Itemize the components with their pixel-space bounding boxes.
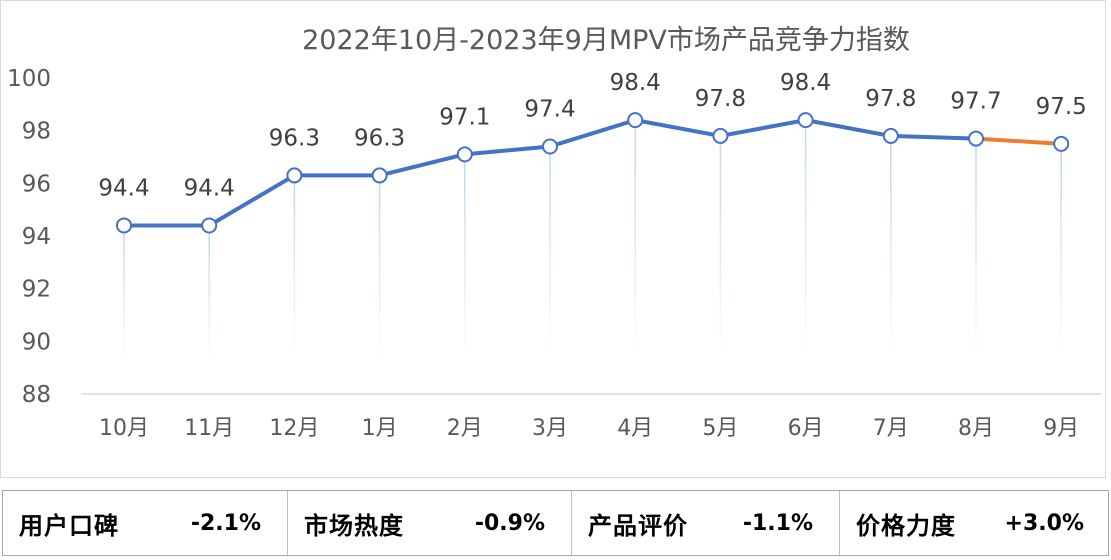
data-label: 97.8 bbox=[695, 86, 746, 112]
data-point bbox=[712, 127, 729, 144]
series-line-last-segment bbox=[974, 136, 1064, 146]
drop-line bbox=[890, 135, 892, 361]
data-point bbox=[201, 217, 218, 234]
data-point bbox=[456, 146, 473, 163]
drop-line bbox=[975, 138, 977, 361]
data-label: 94.4 bbox=[98, 175, 149, 201]
line-chart: 2022年10月-2023年9月MPV市场产品竞争力指数 100 98 96 94 92… bbox=[7, 25, 1101, 441]
data-label: 97.1 bbox=[439, 104, 490, 130]
x-tick-label: 4月 bbox=[617, 416, 653, 441]
y-tick-label: 88 bbox=[22, 382, 51, 408]
y-tick-label: 94 bbox=[22, 224, 51, 250]
x-tick-label: 8月 bbox=[958, 416, 994, 441]
drop-line bbox=[634, 120, 636, 361]
drop-line bbox=[464, 154, 466, 361]
x-tick-label: 6月 bbox=[788, 416, 824, 441]
drop-line bbox=[1060, 143, 1062, 361]
drop-line bbox=[804, 120, 807, 361]
x-tick-label: 9月 bbox=[1043, 416, 1079, 441]
chart-frame: 2022年10月-2023年9月MPV市场产品竞争力指数 100 98 96 94 92… bbox=[0, 0, 1106, 478]
data-label: 96.3 bbox=[269, 125, 320, 151]
data-label: 94.4 bbox=[184, 175, 235, 201]
x-tick-label: 1月 bbox=[362, 416, 398, 441]
data-point bbox=[116, 217, 132, 234]
drop-line bbox=[719, 135, 722, 361]
metric-value: -2.1% bbox=[190, 510, 261, 536]
metric-price-strength: 价格力度 +3.0% bbox=[840, 491, 1110, 555]
x-tick-label: 7月 bbox=[873, 416, 909, 441]
data-label: 97.5 bbox=[1036, 94, 1087, 120]
metric-label: 市场热度 bbox=[304, 511, 404, 540]
metric-label: 价格力度 bbox=[856, 511, 956, 540]
x-tick-label: 11月 bbox=[184, 416, 234, 441]
drop-line bbox=[208, 225, 210, 361]
data-label: 98.4 bbox=[780, 70, 831, 96]
x-tick-label: 10月 bbox=[99, 416, 149, 441]
y-tick-label: 98 bbox=[22, 119, 51, 145]
metrics-bar: 用户口碑 -2.1% 市场热度 -0.9% 产品评价 -1.1% 价格力度 +3… bbox=[2, 490, 1109, 556]
x-tick-label: 2月 bbox=[447, 416, 483, 441]
metric-value: -0.9% bbox=[474, 510, 545, 536]
data-point bbox=[797, 112, 814, 129]
data-label: 97.7 bbox=[950, 89, 1001, 115]
y-tick-label: 90 bbox=[22, 329, 51, 355]
metric-label: 用户口碑 bbox=[19, 511, 119, 540]
y-tick-label: 96 bbox=[22, 171, 51, 197]
data-point bbox=[286, 167, 303, 184]
drop-line bbox=[549, 146, 551, 361]
metric-value: +3.0% bbox=[1004, 510, 1084, 536]
data-label: 97.8 bbox=[865, 86, 916, 112]
x-tick-label: 3月 bbox=[532, 416, 568, 441]
metric-value: -1.1% bbox=[742, 510, 813, 536]
metric-product-evaluation: 产品评价 -1.1% bbox=[572, 491, 840, 555]
data-label: 98.4 bbox=[610, 70, 661, 96]
drop-line bbox=[293, 175, 296, 361]
metric-user-reputation: 用户口碑 -2.1% bbox=[3, 491, 288, 555]
data-label: 96.3 bbox=[354, 125, 405, 151]
metric-market-heat: 市场热度 -0.9% bbox=[288, 491, 572, 555]
data-label: 97.4 bbox=[524, 96, 575, 122]
y-tick-label: 92 bbox=[22, 277, 51, 303]
drop-line bbox=[378, 175, 381, 361]
y-tick-label: 100 bbox=[7, 66, 51, 92]
data-point bbox=[542, 138, 558, 155]
metric-label: 产品评价 bbox=[588, 511, 688, 540]
data-point bbox=[1053, 135, 1070, 152]
x-tick-label: 5月 bbox=[702, 416, 738, 441]
chart-title: 2022年10月-2023年9月MPV市场产品竞争力指数 bbox=[302, 25, 910, 56]
drop-line bbox=[123, 225, 125, 361]
data-point bbox=[968, 130, 984, 147]
data-point bbox=[627, 112, 644, 129]
data-point bbox=[882, 127, 899, 144]
x-tick-label: 12月 bbox=[269, 416, 319, 441]
data-point bbox=[371, 167, 388, 184]
